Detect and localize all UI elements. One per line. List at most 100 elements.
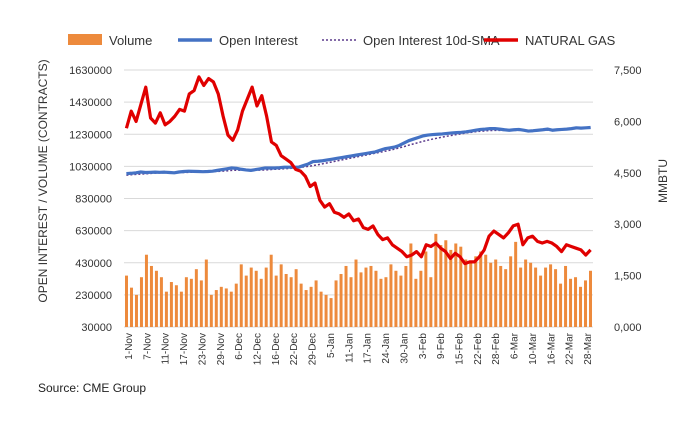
volume-bar <box>134 294 138 327</box>
left-axis-label: OPEN INTEREST / VOLUME (CONTRACTS) <box>36 59 50 302</box>
volume-bar <box>174 285 178 327</box>
volume-bar <box>404 265 408 327</box>
volume-bar <box>304 290 308 327</box>
left-tick-label: 1430000 <box>69 97 112 109</box>
volume-bar <box>524 259 528 327</box>
volume-bar <box>349 277 353 327</box>
left-tick-label: 1230000 <box>69 129 112 141</box>
volume-bar <box>179 291 183 327</box>
volume-bar <box>249 267 253 327</box>
volume-bar <box>294 269 298 327</box>
left-tick-label: 630000 <box>75 226 112 238</box>
x-tick-label: 10-Mar <box>528 332 539 364</box>
volume-bar <box>539 275 543 327</box>
x-tick-label: 22-Dec <box>289 333 300 365</box>
volume-bar <box>234 283 238 327</box>
volume-bar <box>239 264 243 327</box>
volume-bar <box>339 273 343 327</box>
volume-bar <box>419 270 423 327</box>
volume-bar <box>464 259 468 327</box>
legend-label: Open Interest <box>219 33 298 48</box>
volume-bar <box>229 291 233 327</box>
volume-bar <box>214 290 218 327</box>
x-tick-label: 22-Mar <box>565 332 576 364</box>
volume-bar <box>529 262 533 327</box>
x-tick-label: 16-Mar <box>546 332 557 364</box>
volume-bar <box>159 277 163 327</box>
volume-bar <box>154 270 158 327</box>
volume-bar <box>414 278 418 327</box>
volume-bar <box>569 278 573 327</box>
x-tick-label: 28-Mar <box>583 332 594 364</box>
volume-bar <box>124 275 128 327</box>
volume-bar <box>379 278 383 327</box>
volume-bar <box>389 264 393 327</box>
x-tick-label: 17-Nov <box>179 333 190 365</box>
volume-bar <box>324 294 328 327</box>
volume-bar <box>184 277 188 327</box>
x-tick-label: 29-Dec <box>308 333 319 365</box>
volume-bar <box>559 283 563 327</box>
volume-bar <box>279 264 283 327</box>
volume-bar <box>564 265 568 327</box>
volume-bar <box>439 245 443 327</box>
volume-bar <box>314 280 318 327</box>
right-tick-label: 6,000 <box>614 116 642 128</box>
right-tick-label: 3,000 <box>614 219 642 231</box>
x-tick-label: 6-Mar <box>510 332 521 359</box>
volume-bar <box>309 286 313 327</box>
volume-bar <box>254 270 258 327</box>
left-tick-label: 230000 <box>75 290 112 302</box>
right-axis-ticks: 7,500 6,000 4,500 3,000 1,500 0,000 <box>614 65 642 334</box>
series-lines <box>124 75 592 266</box>
x-tick-label: 7-Nov <box>142 333 153 360</box>
legend-label: NATURAL GAS <box>525 33 616 48</box>
volume-bar <box>144 254 148 327</box>
volume-bar <box>369 265 373 327</box>
volume-bar <box>479 251 483 327</box>
volume-bar <box>189 278 193 327</box>
open-interest-line <box>126 125 591 176</box>
volume-bar <box>224 288 228 327</box>
volume-bar <box>274 275 278 327</box>
right-tick-label: 4,500 <box>614 168 642 180</box>
volume-bar <box>554 269 558 327</box>
x-tick-label: 29-Nov <box>216 333 227 365</box>
volume-bar <box>519 267 523 327</box>
volume-bar <box>444 240 448 327</box>
volume-bar <box>194 269 198 327</box>
volume-bar <box>204 259 208 327</box>
volume-bar <box>494 259 498 327</box>
volume-bar <box>469 261 473 327</box>
volume-bar <box>409 243 413 327</box>
volume-bar <box>584 280 588 327</box>
sma-line <box>126 127 591 176</box>
legend-label: Volume <box>109 33 152 48</box>
volume-bar <box>384 277 388 327</box>
x-tick-label: 1-Nov <box>124 333 135 360</box>
x-tick-label: 3-Feb <box>418 333 429 360</box>
left-axis-ticks: 1630000 1430000 1230000 1030000 830000 630000… <box>69 65 112 334</box>
left-tick-label: 1030000 <box>69 161 112 173</box>
volume-bars <box>124 233 593 327</box>
volume-bar <box>504 269 508 327</box>
volume-bar <box>344 265 348 327</box>
x-tick-label: 16-Dec <box>271 333 282 365</box>
x-tick-label: 23-Nov <box>197 333 208 365</box>
volume-bar <box>589 270 593 327</box>
left-tick-label: 30000 <box>81 322 112 334</box>
volume-bar <box>534 267 538 327</box>
volume-bar <box>509 256 513 327</box>
volume-bar <box>149 265 153 327</box>
left-tick-label: 1630000 <box>69 65 112 77</box>
volume-bar <box>574 277 578 327</box>
x-tick-label: 28-Feb <box>491 333 502 365</box>
volume-bar <box>209 294 213 327</box>
right-tick-label: 7,500 <box>614 65 642 77</box>
volume-bar <box>334 280 338 327</box>
volume-bar <box>269 254 273 327</box>
volume-bar <box>289 277 293 327</box>
x-tick-label: 11-Jan <box>344 333 355 363</box>
volume-bar <box>364 267 368 327</box>
